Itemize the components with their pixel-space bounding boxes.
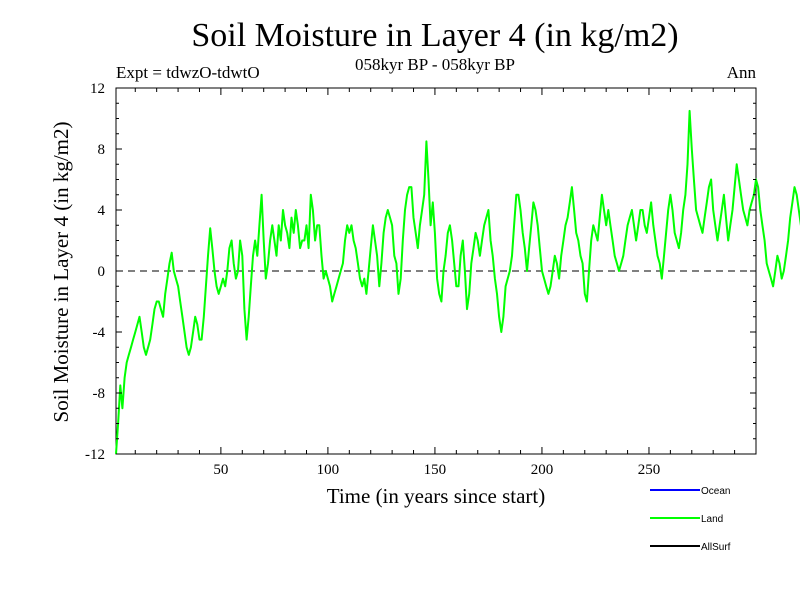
x-axis: 50 100 150 200 250 <box>134 88 736 478</box>
y-tick-label: 8 <box>98 142 106 158</box>
y-tick-label: -4 <box>93 325 106 341</box>
plot-area <box>115 87 800 455</box>
chart-title: Soil Moisture in Layer 4 (in kg/m2) <box>191 17 678 54</box>
y-tick-label: 12 <box>90 81 105 97</box>
y-axis: -12 -8 -4 0 4 8 12 <box>85 81 756 463</box>
legend-label-allsurf: AllSurf <box>701 542 731 553</box>
y-tick-label: 4 <box>98 203 106 219</box>
series-line-land <box>115 109 800 455</box>
x-tick-label: 50 <box>213 462 228 478</box>
x-tick-label: 250 <box>638 462 661 478</box>
x-tick-label: 200 <box>531 462 554 478</box>
season-label: Ann <box>727 63 757 82</box>
y-axis-label: Soil Moisture in Layer 4 (in kg/m2) <box>49 122 73 423</box>
y-tick-label: -8 <box>93 386 106 402</box>
y-tick-label: 0 <box>98 264 106 280</box>
legend: Ocean Land AllSurf <box>650 486 731 553</box>
legend-label-ocean: Ocean <box>701 486 730 497</box>
x-axis-label: Time (in years since start) <box>327 484 546 508</box>
x-tick-label: 150 <box>424 462 447 478</box>
y-tick-label: -12 <box>85 447 105 463</box>
experiment-label: Expt = tdwzO-tdwtO <box>116 63 260 82</box>
period-label: 058kyr BP - 058kyr BP <box>355 55 515 74</box>
x-tick-label: 100 <box>317 462 340 478</box>
legend-label-land: Land <box>701 514 723 525</box>
